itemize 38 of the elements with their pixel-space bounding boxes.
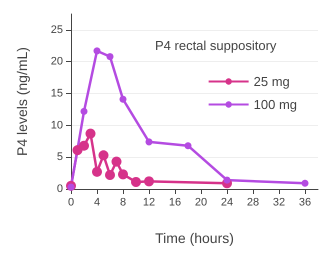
point [120, 96, 126, 103]
legend-label: 25 mg [254, 74, 290, 89]
y-tick-label: 20 [50, 56, 63, 68]
x-tick-label: 28 [246, 196, 260, 208]
y-axis-title: P4 levels (ng/mL) [14, 47, 30, 156]
x-tick-label: 32 [272, 196, 286, 208]
point [118, 169, 128, 180]
point [98, 150, 108, 160]
x-tick-label: 24 [220, 196, 234, 208]
point [94, 47, 100, 54]
point [184, 142, 192, 150]
point [86, 128, 96, 139]
point [144, 176, 154, 186]
x-axis-title: Time (hours) [155, 230, 234, 246]
point [79, 140, 89, 151]
point [92, 166, 102, 177]
point [80, 108, 88, 115]
point [105, 170, 115, 180]
point [112, 156, 122, 167]
x-tick-label: 36 [298, 196, 312, 208]
y-tick-label: 25 [50, 24, 63, 36]
y-tick-label: 5 [56, 151, 63, 164]
point [302, 180, 308, 187]
x-tick-label: 20 [194, 196, 208, 208]
text: P4 rectal suppository [155, 38, 277, 53]
x-tick-label: 0 [68, 196, 74, 208]
point [224, 176, 230, 184]
point [146, 138, 152, 146]
point [131, 177, 141, 187]
x-tick-label: 8 [120, 196, 126, 208]
x-tick-label: 12 [142, 196, 156, 208]
legend-label: 100 mg [254, 97, 298, 112]
y-tick-label: 15 [50, 88, 63, 100]
point [106, 53, 114, 60]
y-tick-label: 0 [56, 183, 63, 195]
x-tick-label: 4 [94, 196, 100, 208]
y-tick-label: 10 [50, 119, 63, 132]
x-tick-label: 16 [168, 196, 182, 208]
